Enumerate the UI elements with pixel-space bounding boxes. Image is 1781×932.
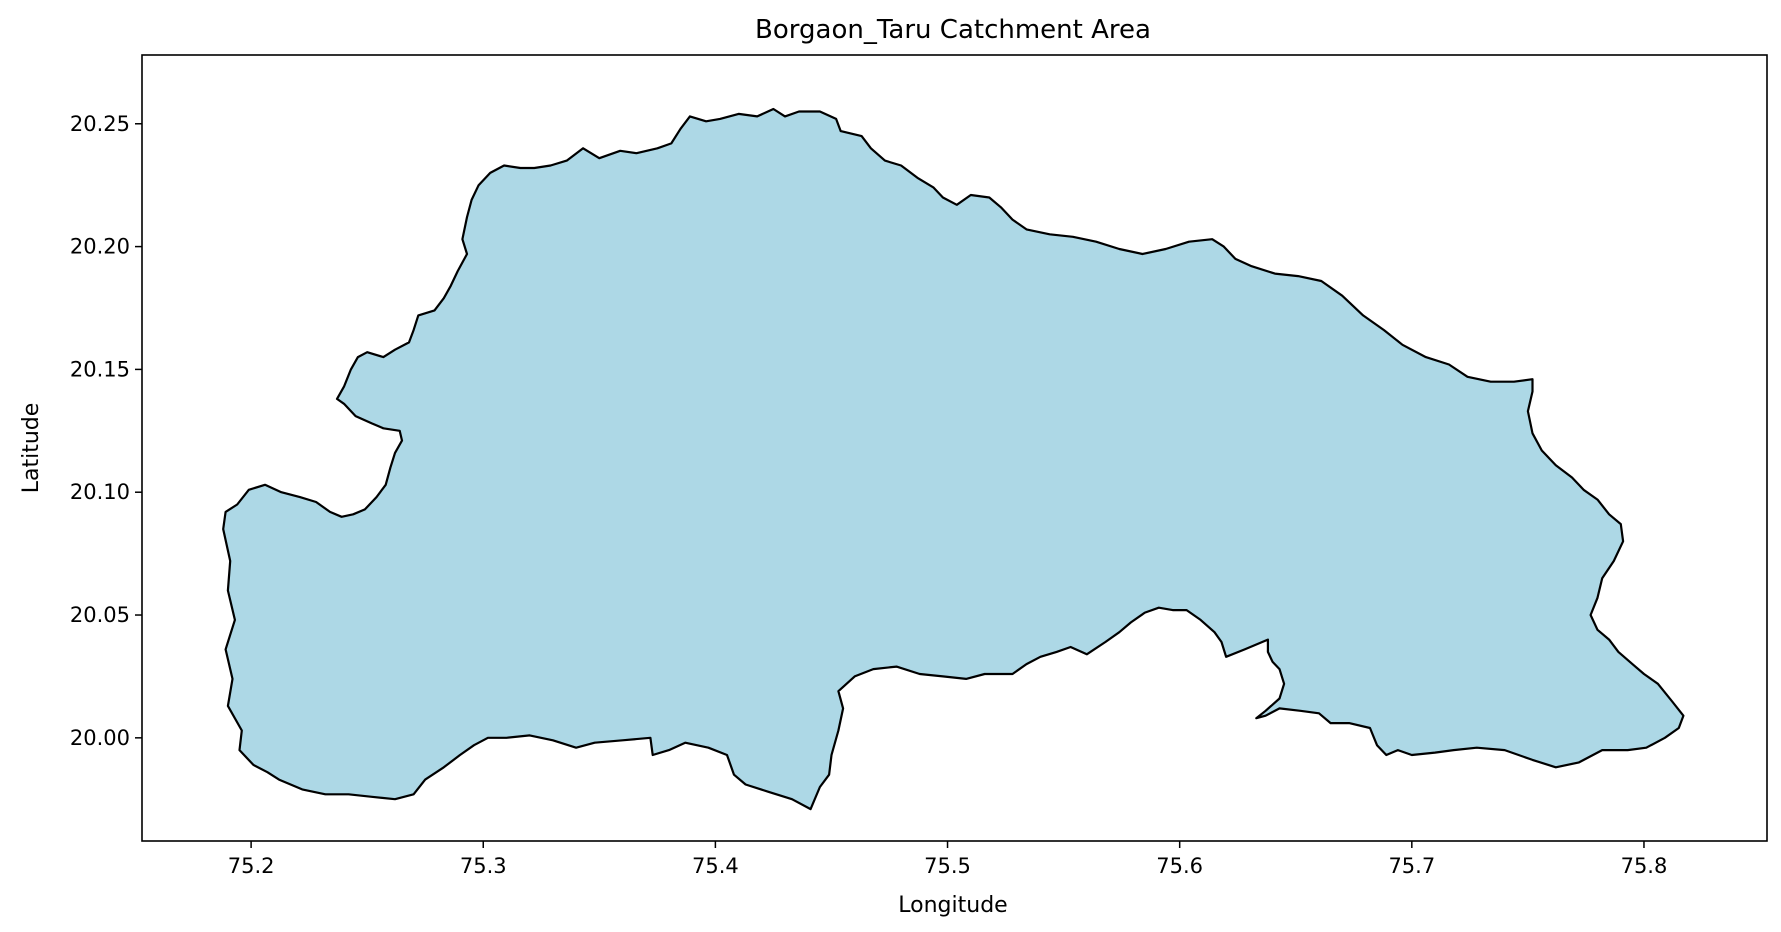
x-tick-label: 75.4: [692, 854, 739, 878]
plot-area: [141, 54, 1768, 842]
axes-frame: [141, 54, 1768, 842]
chart-title: Borgaon_Taru Catchment Area: [755, 15, 1151, 45]
x-tick-label: 75.5: [924, 854, 971, 878]
x-axis-ticks: 75.2 75.3 75.4 75.5 75.6 75.7 75.8: [228, 841, 1668, 878]
y-tick-label: 20.05: [70, 603, 130, 627]
x-tick-label: 75.7: [1388, 854, 1435, 878]
y-tick-label: 20.15: [70, 357, 130, 381]
x-axis-label: Longitude: [898, 893, 1007, 918]
catchment-area-polygon: [222, 107, 1685, 811]
y-tick-label: 20.25: [70, 112, 130, 136]
y-tick-label: 20.00: [70, 726, 130, 750]
x-tick-label: 75.6: [1156, 854, 1203, 878]
y-axis-ticks: 20.00 20.05 20.10 20.15 20.20 20.25: [70, 112, 142, 750]
y-tick-label: 20.10: [70, 480, 130, 504]
x-tick-label: 75.8: [1621, 854, 1668, 878]
x-tick-label: 75.2: [228, 854, 275, 878]
y-axis-label: Latitude: [19, 403, 44, 494]
x-tick-label: 75.3: [460, 854, 507, 878]
y-tick-label: 20.20: [70, 235, 130, 259]
